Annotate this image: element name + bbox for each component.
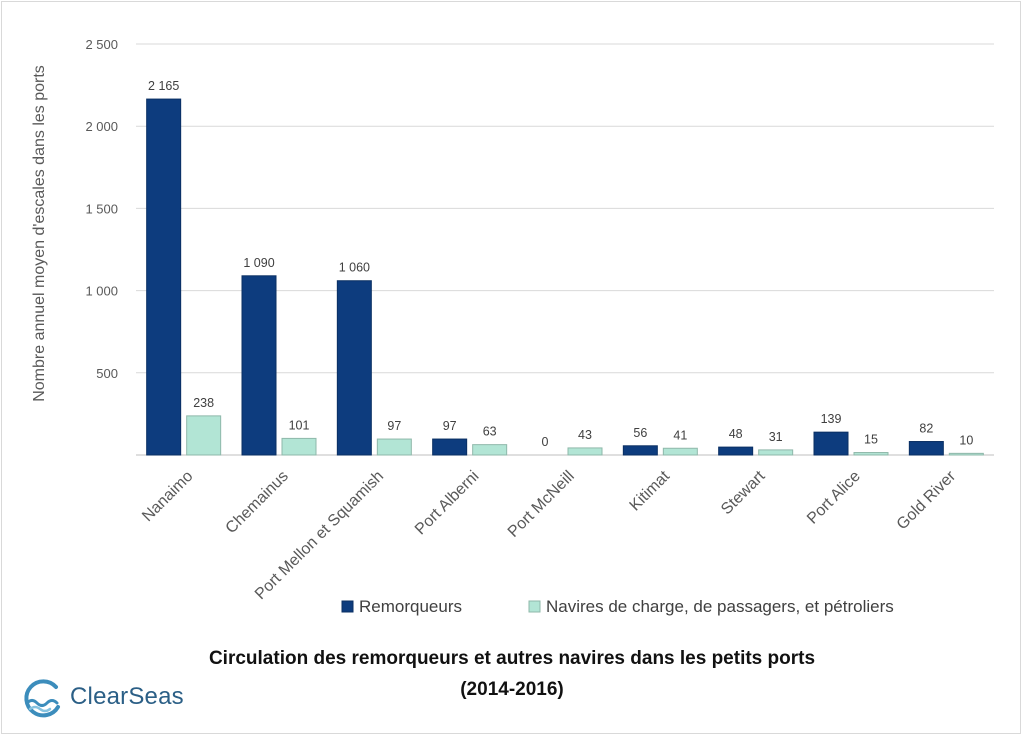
y-axis-label: Nombre annuel moyen d'escales dans les p… — [31, 65, 48, 402]
bar-navires — [186, 415, 222, 456]
x-category-label: Stewart — [718, 467, 769, 518]
x-category-label: Gold River — [894, 467, 960, 533]
data-label: 238 — [193, 396, 214, 410]
x-category-label: Chemainus — [223, 468, 292, 537]
bar-remorqueurs — [813, 431, 849, 456]
data-label: 15 — [864, 433, 878, 447]
data-label: 2 165 — [148, 79, 179, 93]
data-label: 97 — [443, 419, 457, 433]
x-category-label: Nanaimo — [139, 468, 196, 525]
data-label: 101 — [289, 418, 310, 432]
data-label: 0 — [542, 435, 549, 449]
y-tick-label: 1 500 — [85, 201, 118, 216]
data-label: 43 — [578, 428, 592, 442]
legend-label: Remorqueurs — [359, 597, 462, 616]
legend-label: Navires de charge, de passagers, et pétr… — [546, 597, 894, 616]
data-label: 1 060 — [339, 261, 370, 275]
data-label: 97 — [387, 419, 401, 433]
x-category-label: Port Alberni — [412, 468, 483, 539]
y-tick-label: 2 500 — [85, 37, 118, 52]
wave-logo-icon — [24, 679, 60, 718]
bar-chart: 500 1 000 1 500 2 000 2 500 Nombre annuel moy… — [31, 37, 994, 616]
bar-navires — [853, 452, 889, 456]
bar-navires — [281, 437, 317, 456]
bar-remorqueurs — [241, 275, 277, 456]
chart-subtitle: (2014-2016) — [460, 679, 564, 700]
y-tick-label: 500 — [96, 366, 118, 381]
bar-remorqueurs — [336, 280, 372, 456]
bar-remorqueurs — [908, 441, 944, 456]
clearseas-logo: ClearSeas — [20, 677, 200, 721]
bar-navires — [567, 447, 603, 456]
data-label: 10 — [959, 433, 973, 447]
bar-navires — [472, 444, 508, 456]
bar-remorqueurs — [432, 438, 468, 456]
bar-remorqueurs — [718, 446, 754, 456]
legend-swatch-remorqueurs — [341, 600, 354, 613]
y-tick-label: 1 000 — [85, 284, 118, 299]
bar-remorqueurs — [146, 98, 182, 456]
bar-navires — [376, 438, 412, 456]
x-category-label: Port Alice — [804, 468, 864, 528]
data-label: 63 — [483, 425, 497, 439]
data-label: 139 — [821, 412, 842, 426]
x-category-label: Kitimat — [627, 467, 674, 514]
legend-swatch-navires — [528, 600, 541, 613]
data-label: 1 090 — [243, 256, 274, 270]
data-label: 31 — [769, 430, 783, 444]
bar-remorqueurs — [622, 445, 658, 456]
data-label: 41 — [673, 428, 687, 442]
bar-navires — [758, 449, 794, 456]
bar-navires — [948, 452, 984, 456]
data-label: 48 — [729, 427, 743, 441]
x-category-label: Port McNeill — [505, 468, 578, 541]
bar-navires — [662, 447, 698, 456]
data-label: 56 — [633, 426, 647, 440]
data-label: 82 — [919, 422, 933, 436]
logo-text: ClearSeas — [70, 683, 184, 710]
chart-title: Circulation des remorqueurs et autres na… — [208, 648, 816, 669]
y-tick-label: 2 000 — [85, 119, 118, 134]
